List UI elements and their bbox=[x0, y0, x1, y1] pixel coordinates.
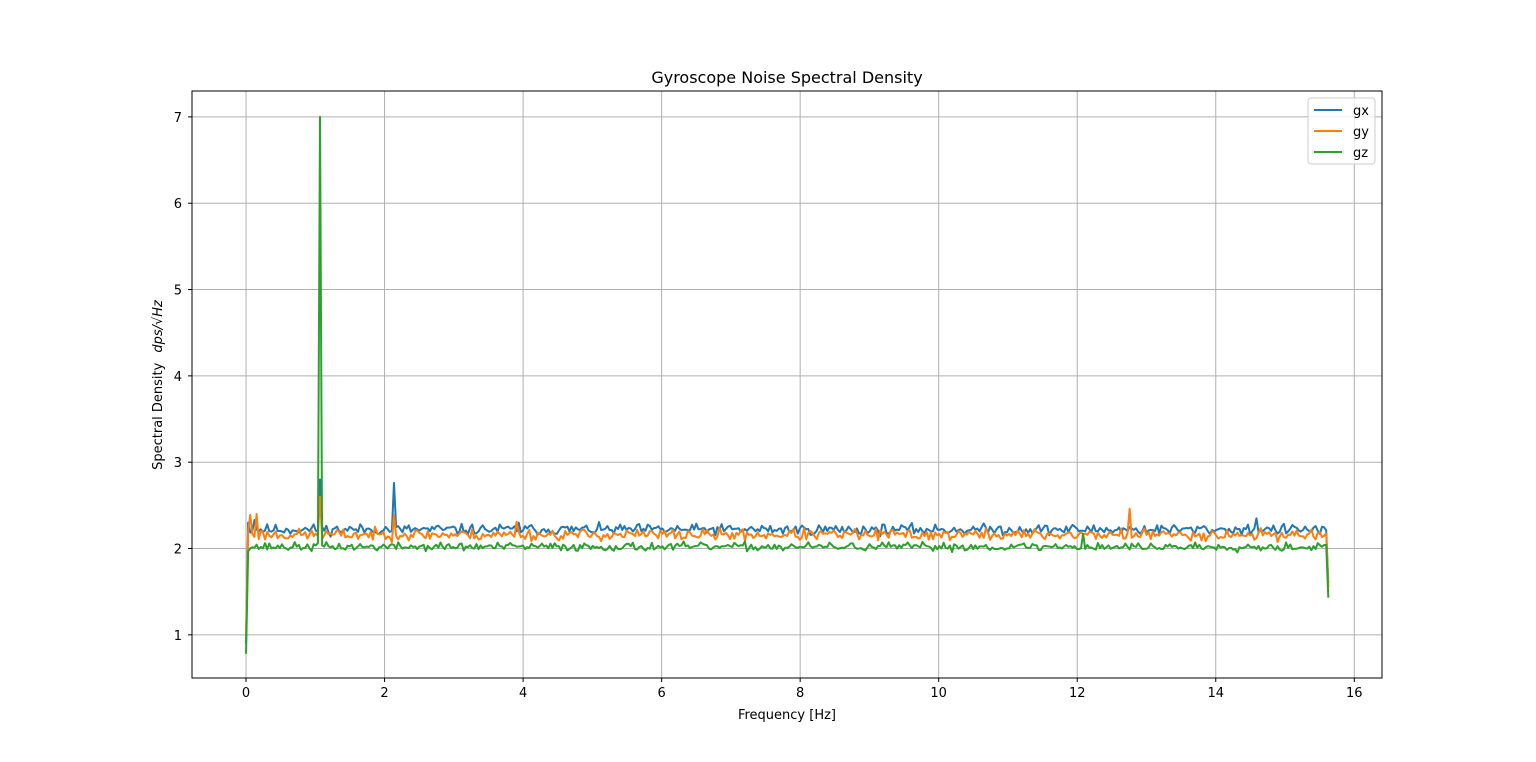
y-tick-label: 4 bbox=[174, 370, 182, 385]
y-axis-label: Spectral Density dps/√Hz bbox=[151, 299, 166, 470]
legend-items: gx gy gz bbox=[1314, 104, 1369, 161]
plot-area-frame bbox=[191, 90, 1383, 679]
y-tick-label: 1 bbox=[174, 629, 182, 644]
y-axis-ticks: 1 2 3 4 5 6 7 bbox=[174, 111, 192, 644]
series-line-gy bbox=[245, 495, 1330, 635]
x-axis-ticks: 0 2 4 6 8 10 12 14 16 bbox=[242, 678, 1363, 701]
y-tick-label: 7 bbox=[174, 111, 182, 126]
y-tick-label: 6 bbox=[174, 197, 182, 212]
legend-label-gy: gy bbox=[1353, 125, 1369, 140]
y-tick-label: 2 bbox=[174, 543, 182, 558]
x-tick-label: 14 bbox=[1207, 686, 1224, 701]
x-tick-label: 10 bbox=[930, 686, 947, 701]
series-line-gz bbox=[245, 115, 1330, 654]
x-tick-label: 4 bbox=[519, 686, 527, 701]
x-tick-label: 8 bbox=[796, 686, 804, 701]
y-axis-label-unit: dps/√Hz bbox=[151, 299, 166, 353]
grid-lines bbox=[192, 91, 1382, 678]
x-tick-label: 2 bbox=[380, 686, 388, 701]
x-tick-label: 0 bbox=[242, 686, 250, 701]
x-axis-label: Frequency [Hz] bbox=[738, 708, 836, 723]
legend-label-gz: gz bbox=[1353, 146, 1368, 161]
y-axis-label-prefix: Spectral Density bbox=[151, 362, 166, 470]
x-tick-label: 16 bbox=[1346, 686, 1363, 701]
y-tick-label: 3 bbox=[174, 456, 182, 471]
x-tick-label: 12 bbox=[1069, 686, 1086, 701]
series-lines bbox=[245, 115, 1330, 654]
legend: gx gy gz bbox=[1307, 97, 1376, 165]
chart-title: Gyroscope Noise Spectral Density bbox=[651, 68, 922, 87]
y-tick-label: 5 bbox=[174, 284, 182, 299]
series-line-gx bbox=[245, 478, 1330, 644]
legend-label-gx: gx bbox=[1353, 104, 1369, 119]
x-tick-label: 6 bbox=[657, 686, 665, 701]
